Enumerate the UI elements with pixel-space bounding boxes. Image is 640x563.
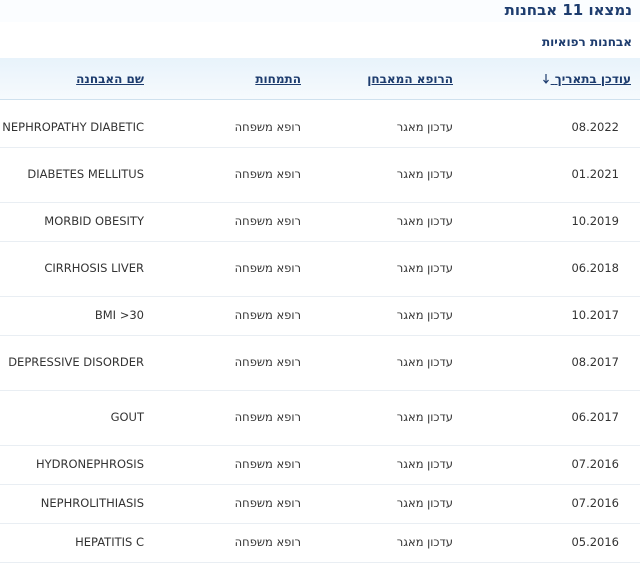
specialty-cell: רופא משפחה: [234, 214, 301, 228]
specialty-cell: רופא משפחה: [234, 535, 301, 549]
table-row: DEPRESSIVE DISORDER רופא משפחה עדכון מאגר 0…: [0, 336, 640, 391]
column-header-updated-label: עודכן בתאריך: [554, 72, 631, 86]
diagnoses-table: שם האבחנה התמחות הרופא המאבחן עודכן בתאר…: [0, 58, 640, 563]
page-title: נמצאו 11 אבחנות: [504, 1, 632, 19]
table-row: HEPATITIS C רופא משפחה עדכון מאגר 05.2016: [0, 524, 640, 563]
table-body: NEPHROPATHY DIABETIC רופא משפחה עדכון מאגר…: [0, 109, 640, 563]
table-row: HYDRONEPHROSIS רופא משפחה עדכון מאגר 07.201…: [0, 446, 640, 485]
doctor-cell: עדכון מאגר: [396, 214, 453, 228]
date-cell: 08.2022: [571, 120, 619, 134]
table-header: שם האבחנה התמחות הרופא המאבחן עודכן בתאר…: [0, 58, 640, 100]
column-header-updated-date[interactable]: עודכן בתאריך: [542, 72, 631, 87]
table-row: BMI >30 רופא משפחה עדכון מאגר 10.2017: [0, 297, 640, 336]
diagnosis-cell: MORBID OBESITY: [44, 214, 144, 228]
doctor-cell: עדכון מאגר: [396, 308, 453, 322]
specialty-cell: רופא משפחה: [234, 410, 301, 424]
sort-arrow-icon: [542, 73, 549, 87]
specialty-cell: רופא משפחה: [234, 457, 301, 471]
date-cell: 07.2016: [571, 496, 619, 510]
date-cell: 01.2021: [571, 167, 619, 181]
specialty-cell: רופא משפחה: [234, 120, 301, 134]
diagnosis-cell: HYDRONEPHROSIS: [35, 457, 144, 471]
table-row: NEPHROPATHY DIABETIC רופא משפחה עדכון מאגר…: [0, 109, 640, 148]
section-title: אבחנות רפואיות: [541, 35, 632, 49]
doctor-cell: עדכון מאגר: [396, 457, 453, 471]
doctor-cell: עדכון מאגר: [396, 261, 453, 275]
diagnosis-cell: DIABETES MELLITUS: [27, 167, 144, 181]
table-row: NEPHROLITHIASIS רופא משפחה עדכון מאגר 07.20…: [0, 485, 640, 524]
date-cell: 05.2016: [571, 535, 619, 549]
diagnosis-cell: BMI >30: [94, 308, 144, 322]
column-header-doctor[interactable]: הרופא המאבחן: [367, 72, 453, 86]
column-header-specialty[interactable]: התמחות: [255, 72, 301, 86]
date-cell: 07.2016: [571, 457, 619, 471]
doctor-cell: עדכון מאגר: [396, 410, 453, 424]
doctor-cell: עדכון מאגר: [396, 535, 453, 549]
doctor-cell: עדכון מאגר: [396, 167, 453, 181]
diagnosis-cell: GOUT: [110, 410, 144, 424]
specialty-cell: רופא משפחה: [234, 261, 301, 275]
column-header-diagnosis[interactable]: שם האבחנה: [76, 72, 144, 86]
doctor-cell: עדכון מאגר: [396, 120, 453, 134]
diagnosis-cell: DEPRESSIVE DISORDER: [8, 355, 144, 369]
specialty-cell: רופא משפחה: [234, 167, 301, 181]
date-cell: 06.2018: [571, 261, 619, 275]
doctor-cell: עדכון מאגר: [396, 355, 453, 369]
specialty-cell: רופא משפחה: [234, 496, 301, 510]
doctor-cell: עדכון מאגר: [396, 496, 453, 510]
top-strip: [0, 0, 640, 22]
date-cell: 06.2017: [571, 410, 619, 424]
diagnosis-cell: HEPATITIS C: [75, 535, 144, 549]
date-cell: 10.2017: [571, 308, 619, 322]
diagnosis-cell: CIRRHOSIS LIVER: [44, 261, 144, 275]
table-row: DIABETES MELLITUS רופא משפחה עדכון מאגר 01.…: [0, 148, 640, 203]
specialty-cell: רופא משפחה: [234, 355, 301, 369]
diagnosis-cell: NEPHROPATHY DIABETIC: [2, 120, 144, 134]
date-cell: 10.2019: [571, 214, 619, 228]
specialty-cell: רופא משפחה: [234, 308, 301, 322]
date-cell: 08.2017: [571, 355, 619, 369]
diagnosis-cell: NEPHROLITHIASIS: [40, 496, 144, 510]
table-row: GOUT רופא משפחה עדכון מאגר 06.2017: [0, 391, 640, 446]
table-row: CIRRHOSIS LIVER רופא משפחה עדכון מאגר 06.20…: [0, 242, 640, 297]
table-row: MORBID OBESITY רופא משפחה עדכון מאגר 10.201…: [0, 203, 640, 242]
